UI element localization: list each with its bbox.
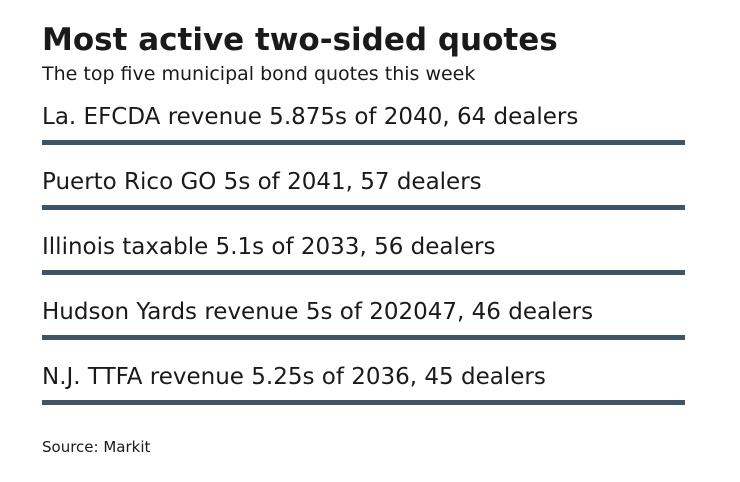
quote-label: Hudson Yards revenue 5s of 202047, 46 de…: [42, 299, 594, 325]
chart-subtitle: The top five municipal bond quotes this …: [42, 63, 476, 85]
quote-divider: [42, 140, 685, 145]
quote-label: La. EFCDA revenue 5.875s of 2040, 64 dea…: [42, 104, 579, 130]
quote-row: N.J. TTFA revenue 5.25s of 2036, 45 deal…: [42, 354, 688, 419]
quote-row: Illinois taxable 5.1s of 2033, 56 dealer…: [42, 224, 688, 289]
quote-row: Hudson Yards revenue 5s of 202047, 46 de…: [42, 289, 688, 354]
quote-divider: [42, 205, 685, 210]
chart-figure: Most active two-sided quotes The top fiv…: [42, 20, 688, 419]
quote-divider: [42, 270, 685, 275]
chart-title: Most active two-sided quotes: [42, 22, 558, 58]
quote-divider: [42, 400, 685, 405]
quote-label: Illinois taxable 5.1s of 2033, 56 dealer…: [42, 234, 496, 260]
quote-row: Puerto Rico GO 5s of 2041, 57 dealers: [42, 159, 688, 224]
quote-row: La. EFCDA revenue 5.875s of 2040, 64 dea…: [42, 94, 688, 159]
quote-divider: [42, 335, 685, 340]
quote-label: N.J. TTFA revenue 5.25s of 2036, 45 deal…: [42, 364, 546, 390]
quote-list: La. EFCDA revenue 5.875s of 2040, 64 dea…: [42, 94, 688, 419]
quote-label: Puerto Rico GO 5s of 2041, 57 dealers: [42, 169, 482, 195]
source-note: Source: Markit: [42, 438, 151, 456]
